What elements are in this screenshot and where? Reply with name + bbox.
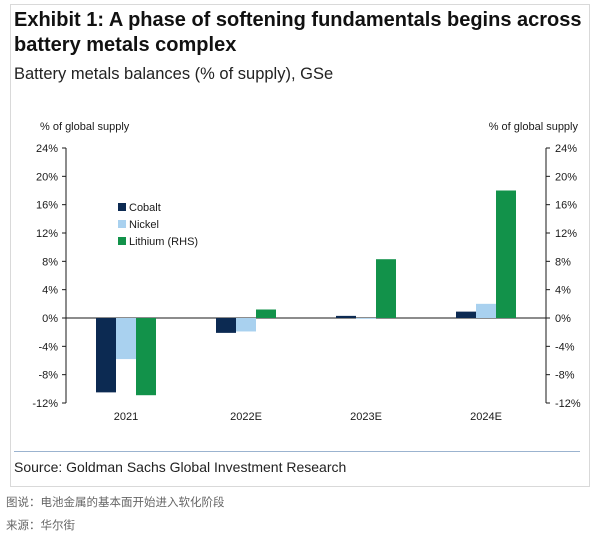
bar-lithium-rhs-2021 bbox=[136, 318, 156, 396]
left-tick-label: 8% bbox=[42, 256, 58, 268]
right-tick-label: 4% bbox=[555, 285, 571, 297]
bar-nickel-2023e bbox=[356, 318, 376, 319]
right-tick-label: 0% bbox=[555, 313, 571, 325]
chart-subtitle: Battery metals balances (% of supply), G… bbox=[14, 65, 334, 83]
left-tick-label: 20% bbox=[36, 171, 58, 183]
x-tick-label: 2024E bbox=[470, 411, 502, 423]
right-tick-label: -12% bbox=[555, 398, 581, 410]
bar-nickel-2021 bbox=[116, 318, 136, 360]
right-tick-label: -8% bbox=[555, 370, 575, 382]
right-tick-label: 8% bbox=[555, 256, 571, 268]
legend-swatch bbox=[118, 220, 126, 228]
exhibit-title: Exhibit 1: A phase of softening fundamen… bbox=[14, 9, 582, 56]
battery-balances-chart: % of global supply % of global supply 24% 2… bbox=[32, 121, 581, 423]
left-tick-label: 16% bbox=[36, 200, 58, 212]
bar-lithium-rhs-2023e bbox=[376, 259, 396, 318]
right-tick-label: 16% bbox=[555, 200, 577, 212]
bar-cobalt-2021 bbox=[96, 318, 116, 393]
legend-label: Cobalt bbox=[129, 202, 161, 214]
caption-source-line: 来源：华尔街 bbox=[6, 520, 75, 532]
exhibit-frame bbox=[10, 4, 590, 487]
bar-cobalt-2022e bbox=[216, 318, 236, 333]
left-tick-label: -12% bbox=[32, 398, 58, 410]
legend-swatch bbox=[118, 203, 126, 211]
legend-swatch bbox=[118, 237, 126, 245]
bar-cobalt-2024e bbox=[456, 311, 476, 318]
bar-cobalt-2023e bbox=[336, 315, 356, 318]
caption-line: 图说：电池金属的基本面开始进入软化阶段 bbox=[6, 497, 225, 509]
right-tick-label: 24% bbox=[555, 143, 577, 155]
bar-lithium-rhs-2022e bbox=[256, 309, 276, 318]
bar-nickel-2022e bbox=[236, 318, 256, 332]
left-tick-label: -8% bbox=[38, 370, 58, 382]
left-tick-label: 24% bbox=[36, 143, 58, 155]
x-tick-label: 2023E bbox=[350, 411, 382, 423]
left-tick-label: 12% bbox=[36, 228, 58, 240]
right-tick-label: 12% bbox=[555, 228, 577, 240]
left-tick-label: 4% bbox=[42, 285, 58, 297]
left-tick-label: 0% bbox=[42, 313, 58, 325]
right-tick-label: -4% bbox=[555, 341, 575, 353]
source-divider bbox=[14, 451, 580, 452]
x-tick-label: 2022E bbox=[230, 411, 262, 423]
left-tick-label: -4% bbox=[38, 341, 58, 353]
bar-nickel-2024e bbox=[476, 303, 496, 318]
bar-lithium-rhs-2024e bbox=[496, 190, 516, 318]
source-note: Source: Goldman Sachs Global Investment … bbox=[14, 459, 347, 475]
left-axis-title: % of global supply bbox=[40, 121, 130, 133]
x-tick-label: 2021 bbox=[114, 411, 138, 423]
legend-label: Nickel bbox=[129, 219, 159, 231]
right-axis-title: % of global supply bbox=[489, 121, 579, 133]
legend-label: Lithium (RHS) bbox=[129, 236, 198, 248]
right-tick-label: 20% bbox=[555, 171, 577, 183]
